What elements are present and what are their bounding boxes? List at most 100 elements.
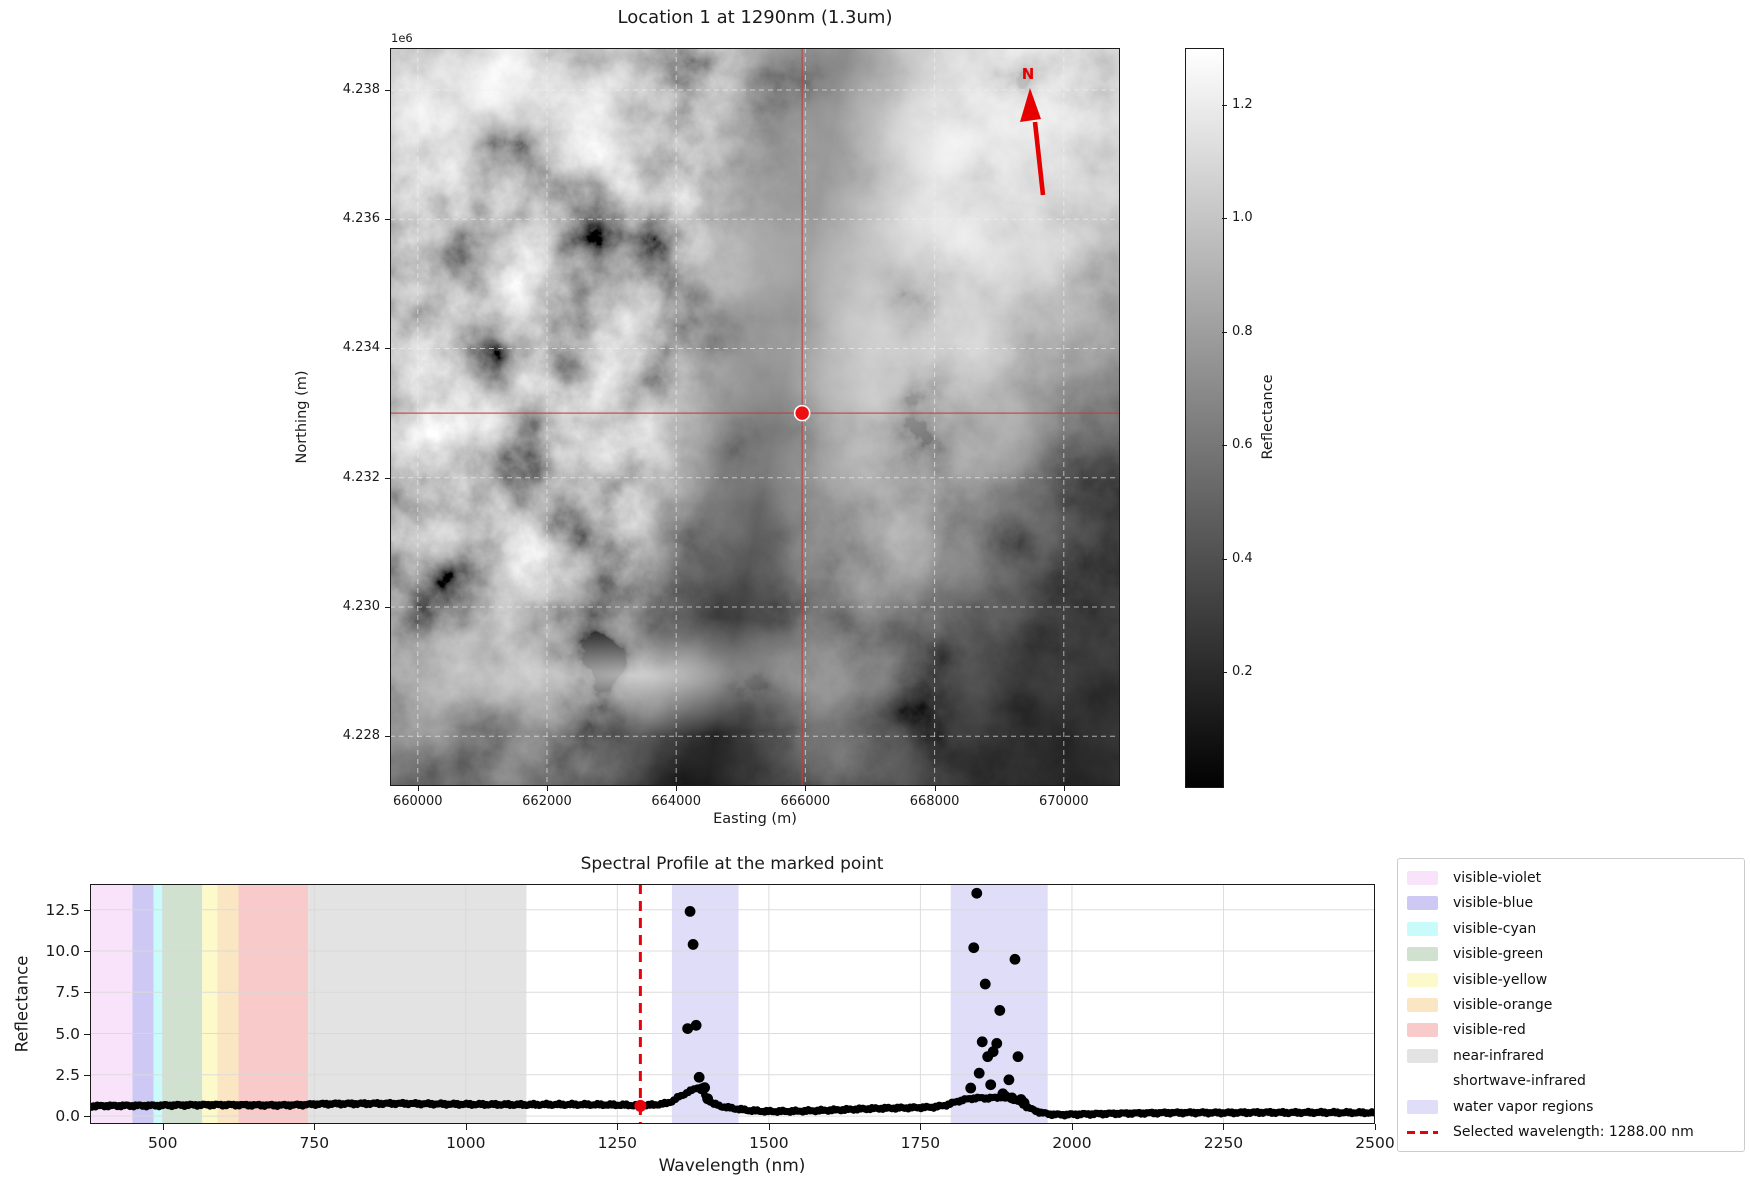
map-y-tick-mark <box>385 477 390 479</box>
spectral-x-tick-mark <box>920 1124 922 1130</box>
north-arrow-head <box>1020 88 1041 122</box>
legend-color-swatch <box>1407 997 1438 1012</box>
map-y-tick-mark <box>385 90 390 91</box>
band-visible-cyan <box>153 884 163 1124</box>
map-y-tick-label: 4.232 <box>342 469 380 485</box>
legend-entry-label: visible-orange <box>1453 996 1553 1013</box>
spectral-y-tick-label: 12.5 <box>45 900 80 919</box>
spectrum-spike-point <box>991 1038 1003 1049</box>
legend-entry: shortwave-infrared <box>1398 1069 1744 1094</box>
map-x-axis-label: Easting (m) <box>713 811 797 827</box>
colorbar-tick-mark <box>1222 331 1227 333</box>
legend-entry: visible-blue <box>1398 890 1744 915</box>
spectral-y-tick-mark <box>84 992 90 994</box>
band-visible-orange <box>217 884 239 1124</box>
band-near-infrared <box>308 884 527 1124</box>
legend-entry: visible-cyan <box>1398 916 1744 941</box>
map-x-tick-mark <box>805 786 807 791</box>
band-visible-yellow <box>202 884 218 1124</box>
legend-entry: Selected wavelength: 1288.00 nm <box>1398 1120 1744 1145</box>
map-y-tick-mark <box>385 606 390 608</box>
spectrum-spike-point <box>687 939 699 950</box>
spectral-y-tick-mark <box>84 951 90 952</box>
colorbar-tick-mark <box>1222 218 1227 220</box>
legend-entry: visible-red <box>1398 1018 1744 1043</box>
map-axis-offset-label: 1e6 <box>391 31 413 45</box>
legend-entry-label: visible-cyan <box>1453 920 1537 937</box>
legend-entry-label: visible-green <box>1453 946 1544 963</box>
legend-color-swatch <box>1407 1099 1438 1114</box>
colorbar-tick-mark <box>1222 445 1227 447</box>
colorbar-label: Reflectance <box>1260 374 1276 460</box>
spectral-border <box>90 884 1375 1124</box>
legend-color-swatch <box>1407 896 1438 911</box>
legend-color-swatch <box>1407 947 1438 962</box>
spectrum-point <box>1370 1109 1375 1117</box>
legend-color-swatch <box>1407 1023 1438 1038</box>
spectrum-spike-point <box>699 1082 711 1094</box>
colorbar-tick-label: 1.0 <box>1232 210 1253 226</box>
spectral-x-tick-label: 1250 <box>597 1134 638 1152</box>
spectral-x-tick-mark <box>1223 1124 1225 1130</box>
spectrum-spike-point <box>973 1067 985 1079</box>
spectral-y-tick-label: 7.5 <box>55 983 80 1002</box>
colorbar-tick-label: 0.6 <box>1232 437 1253 453</box>
spectral-title: Spectral Profile at the marked point <box>580 854 884 874</box>
legend-entry-label: near-infrared <box>1453 1047 1544 1064</box>
colorbar-tick-mark <box>1222 672 1227 674</box>
legend-color-swatch <box>1407 1074 1438 1088</box>
spectral-x-tick-mark <box>314 1124 316 1130</box>
map-x-tick-label: 660000 <box>392 794 443 809</box>
legend-color-swatch <box>1407 870 1438 885</box>
spectral-x-tick-label: 750 <box>299 1134 330 1152</box>
map-border <box>390 48 1120 786</box>
map-y-axis-label: Northing (m) <box>294 370 310 464</box>
map-x-tick-mark <box>546 786 548 791</box>
spectrum-spike-point <box>693 1071 705 1083</box>
legend-color-swatch <box>1407 1048 1438 1063</box>
band-visible-blue <box>132 884 154 1124</box>
map-title: Location 1 at 1290nm (1.3um) <box>617 7 893 28</box>
spectrum-spike-point <box>971 887 983 899</box>
spectrum-spike-point <box>702 1093 714 1105</box>
legend-dashed-line-swatch <box>1407 1130 1438 1134</box>
map-x-tick-label: 670000 <box>1038 794 1089 809</box>
spectral-x-tick-label: 500 <box>147 1134 178 1152</box>
spectral-x-tick-mark <box>617 1124 619 1130</box>
legend-entry: visible-orange <box>1398 992 1744 1017</box>
map-x-tick-mark <box>676 786 678 791</box>
spectral-y-tick-mark <box>84 1116 90 1118</box>
spectrum-spike-point <box>968 942 980 954</box>
spectrum-spike-point <box>965 1082 977 1094</box>
legend-entry: near-infrared <box>1398 1043 1744 1068</box>
colorbar <box>1185 48 1224 788</box>
spectral-x-tick-label: 2000 <box>1052 1134 1092 1152</box>
map-y-tick-label: 4.230 <box>342 598 380 614</box>
colorbar-tick-label: 0.8 <box>1232 323 1253 339</box>
spectrum-spike-point <box>1018 1097 1030 1109</box>
spectrum-spike-point <box>985 1079 997 1091</box>
band-visible-red <box>238 884 309 1124</box>
map-marked-point <box>793 404 811 422</box>
map-x-tick-label: 662000 <box>522 794 572 809</box>
north-arrow-label: N <box>1022 65 1035 83</box>
map-x-tick-label: 668000 <box>909 794 960 809</box>
legend-color-swatch <box>1407 972 1438 987</box>
spectral-y-tick-mark <box>84 1074 90 1076</box>
map-y-tick-label: 4.228 <box>342 728 380 744</box>
spectrum-scatter-points <box>90 887 1375 1120</box>
spectral-x-axis-label: Wavelength (nm) <box>658 1156 806 1176</box>
legend-entry: water vapor regions <box>1398 1094 1744 1119</box>
map-y-tick-mark <box>385 348 390 350</box>
spectrum-spike-point <box>987 1046 999 1058</box>
map-x-tick-mark <box>1063 786 1065 791</box>
spectrum-spike-point <box>682 1023 694 1034</box>
map-cloud-texture <box>390 48 1120 786</box>
legend-entry-label: visible-blue <box>1453 895 1534 912</box>
legend: visible-violet visible-blue visible-cyan vi… <box>1397 858 1745 1152</box>
map-y-tick-mark <box>385 219 390 221</box>
spectrum-spike-point <box>994 1005 1006 1016</box>
spectral-x-tick-mark <box>1071 1124 1073 1130</box>
legend-entry: visible-yellow <box>1398 967 1744 992</box>
